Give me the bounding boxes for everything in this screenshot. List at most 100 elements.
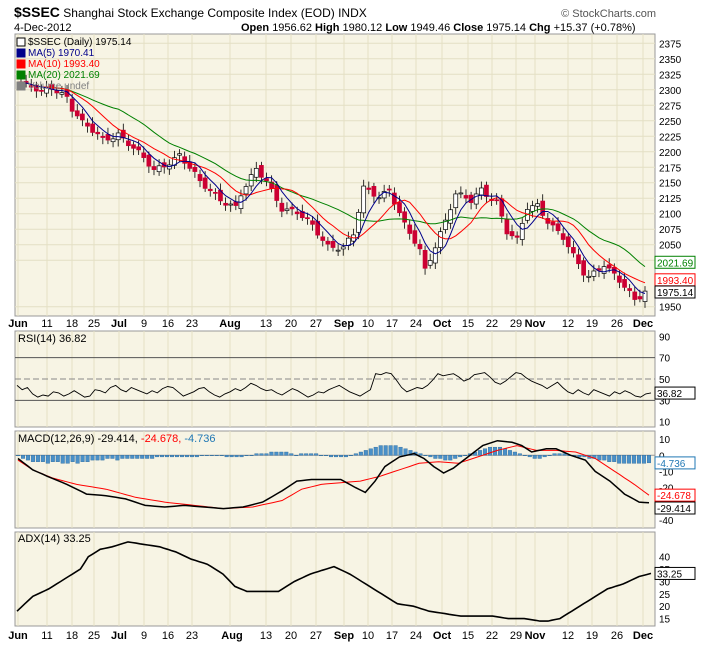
candle-down — [366, 187, 372, 190]
macd-last-tag-box — [654, 488, 696, 502]
candle-down — [412, 230, 418, 244]
macd-hist-bar — [219, 455, 224, 456]
candle-down — [494, 199, 500, 202]
x-tick-top: Oct — [433, 318, 452, 330]
candle-down — [95, 131, 101, 135]
macd-hist-bar — [25, 455, 30, 461]
candle-down — [264, 178, 269, 182]
candle-up — [535, 203, 540, 207]
candle-down — [289, 206, 295, 210]
adx-tick-label: 20 — [659, 602, 671, 613]
x-tick-bottom: Dec — [633, 630, 653, 642]
x-tick-bottom: 11 — [41, 630, 52, 642]
macd-hist-bar — [353, 453, 358, 456]
macd-hist-bar — [607, 455, 612, 462]
candle-down — [606, 264, 612, 269]
candle-up — [156, 165, 162, 173]
candle-down — [33, 84, 39, 92]
x-tick-top: 13 — [260, 318, 272, 330]
x-tick-bottom: Jul — [111, 630, 127, 642]
x-tick-top: 12 — [562, 318, 574, 330]
macd-hist-bar — [428, 455, 433, 458]
ma5-line — [20, 82, 646, 294]
candle-down — [310, 220, 315, 225]
price-last-tag-box — [654, 285, 696, 299]
macd-hist-bar — [507, 450, 512, 456]
macd-hist-bar — [179, 455, 184, 458]
x-tick-bottom: Oct — [433, 630, 452, 642]
macd-hist-bar — [363, 450, 368, 456]
macd-line — [17, 439, 650, 510]
candle-down — [632, 291, 638, 300]
chg-value: +15.37 (+0.78%) — [553, 22, 636, 34]
legend-entry-4: Volume undef — [28, 81, 89, 92]
x-tick-bottom: Nov — [525, 630, 547, 642]
macd-hist-bar — [135, 455, 140, 459]
candle-down — [223, 202, 228, 206]
x-tick-bottom: 16 — [162, 630, 174, 642]
candle-down — [417, 243, 423, 250]
x-tick-top: Nov — [525, 318, 547, 330]
candle-up — [335, 249, 341, 252]
macd-hist-bar — [269, 451, 274, 456]
x-tick-top: 15 — [462, 318, 474, 330]
price-tick-label: 2075 — [659, 225, 682, 236]
x-tick-top: 29 — [510, 318, 522, 330]
macd-hist-bar — [622, 455, 627, 464]
x-tick-bottom: 24 — [410, 630, 422, 642]
x-tick-bottom: 23 — [186, 630, 198, 642]
candle-down — [146, 154, 152, 167]
macd-hist-bar — [358, 451, 363, 456]
x-tick-bottom: 29 — [510, 630, 522, 642]
candle-down — [85, 122, 90, 127]
candle-down — [294, 211, 300, 215]
candle-down — [141, 152, 147, 158]
candle-up — [478, 187, 484, 196]
macd-hist-bar — [408, 450, 413, 456]
macd-hist-bar — [299, 453, 304, 456]
macd-hist-bar — [398, 446, 403, 456]
macd-hist-bar — [552, 453, 557, 456]
candle-down — [509, 231, 515, 237]
candle-down — [330, 241, 336, 248]
price-tick-label: 2225 — [659, 132, 682, 143]
legend-swatch — [16, 59, 26, 69]
macd-hist-bar — [244, 455, 249, 456]
macd-hist-bar — [174, 455, 179, 458]
macd-hist-bar — [115, 455, 120, 461]
candle-up — [519, 223, 525, 240]
adx-last-tag-box — [654, 566, 696, 580]
x-tick-top: 17 — [386, 318, 398, 330]
candle-down — [555, 223, 561, 232]
candle-down — [402, 211, 407, 223]
x-tick-bottom: 10 — [362, 630, 374, 642]
macd-hist-bar — [438, 455, 443, 459]
candle-down — [299, 211, 305, 219]
macd-hist-bar — [100, 455, 105, 461]
macd-hist-bar — [150, 455, 155, 459]
candle-down — [320, 236, 326, 241]
x-tick-bottom: 17 — [386, 630, 398, 642]
candle-down — [126, 140, 131, 147]
price-tick-label: 2300 — [659, 86, 682, 97]
price-tick-label: 2175 — [659, 163, 682, 174]
macd-hist-bar — [458, 455, 463, 458]
macd-last-tag: -29.414 — [657, 504, 691, 515]
macd-tick-label: 10 — [659, 435, 671, 446]
x-tick-top: 23 — [186, 318, 198, 330]
candle-down — [571, 247, 576, 254]
candle-down — [397, 202, 402, 213]
macd-hist-bar — [393, 445, 398, 456]
macd-hist-bar — [105, 455, 110, 459]
candle-down — [274, 184, 280, 201]
x-tick-bottom: 19 — [586, 630, 598, 642]
macd-hist-bar — [448, 455, 453, 461]
macd-hist-bar — [194, 455, 199, 458]
macd-hist-bar — [160, 455, 165, 458]
adx-tick-label: 15 — [659, 615, 671, 626]
macd-hist-bar — [125, 455, 130, 459]
macd-hist-bar — [497, 446, 502, 456]
macd-hist-bar — [80, 455, 85, 462]
x-tick-top: 16 — [162, 318, 174, 330]
